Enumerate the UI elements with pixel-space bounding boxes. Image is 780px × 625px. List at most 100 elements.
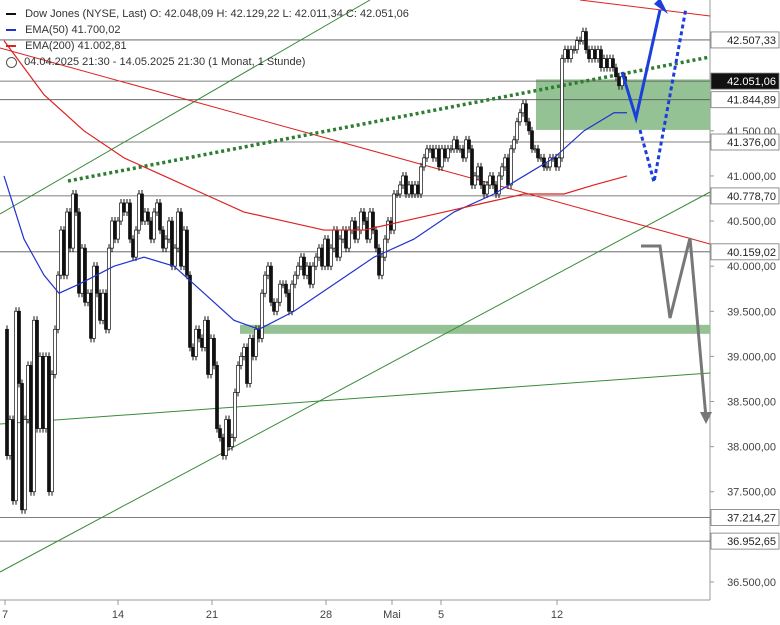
- price-candle: [608, 58, 612, 69]
- price-candle: [410, 184, 414, 195]
- price-candle: [233, 392, 237, 438]
- price-candle: [422, 157, 426, 168]
- price-candle: [503, 157, 507, 168]
- price-candle: [170, 220, 174, 267]
- legend-instrument: Dow Jones (NYSE, Last) O: 42.048,09 H: 4…: [6, 6, 409, 22]
- forecast-arrow-blue: [620, 9, 662, 124]
- price-candle: [248, 337, 252, 384]
- price-candle: [242, 347, 246, 357]
- x-tick-label: 7: [2, 609, 8, 621]
- price-candle: [401, 175, 405, 186]
- price-candle: [257, 328, 261, 339]
- price-candle: [269, 265, 273, 303]
- price-candle: [554, 157, 558, 168]
- price-candle: [299, 256, 303, 267]
- price-candle: [578, 40, 582, 42]
- price-candle: [593, 49, 597, 59]
- time-range: 04.04.2025 21:30 - 14.05.2025 21:30 (1 M…: [24, 56, 306, 68]
- trendline-red-1: [0, 47, 711, 245]
- price-candle: [122, 202, 126, 213]
- price-level-label: 41.844,89: [727, 95, 776, 107]
- trendline-green-3: [0, 372, 711, 425]
- price-candle: [305, 265, 309, 276]
- price-candle: [311, 265, 315, 285]
- price-candle: [287, 292, 291, 312]
- x-tick-label: 21: [206, 609, 218, 621]
- instrument-name: Dow Jones (NYSE, Last): [25, 8, 147, 20]
- price-candle: [440, 148, 444, 168]
- price-candle: [17, 310, 21, 384]
- price-candle: [239, 356, 243, 366]
- price-candle: [146, 211, 150, 222]
- arrow-head-grey: [700, 412, 712, 424]
- price-candle: [614, 67, 618, 78]
- price-candle: [14, 310, 18, 502]
- price-candle: [533, 148, 537, 151]
- price-candle: [155, 202, 159, 213]
- price-candle: [356, 229, 360, 240]
- price-candle: [104, 292, 108, 330]
- price-level-label: 42.051,06: [727, 76, 776, 88]
- price-candle: [32, 319, 36, 493]
- price-candle: [74, 193, 78, 213]
- price-candle: [266, 265, 270, 276]
- price-candle: [191, 347, 195, 357]
- price-candle: [62, 229, 66, 276]
- price-candle: [497, 175, 501, 195]
- price-candle: [212, 337, 216, 366]
- x-tick-label: 12: [551, 609, 563, 621]
- price-candle: [599, 49, 603, 69]
- price-candle: [134, 229, 138, 258]
- price-candle: [308, 265, 312, 285]
- price-candle: [521, 103, 525, 114]
- price-candle: [524, 103, 528, 123]
- price-candle: [500, 166, 504, 177]
- price-candle: [8, 419, 12, 456]
- price-candle: [278, 283, 282, 303]
- price-candle: [350, 220, 354, 231]
- price-candle: [572, 49, 576, 51]
- price-candle: [425, 148, 429, 159]
- ohlc-values: O: 42.048,09 H: 42.129,22 L: 42.011,34 C…: [149, 8, 409, 20]
- price-candle: [581, 31, 585, 41]
- price-level-box: [710, 187, 780, 205]
- price-candle: [110, 220, 114, 249]
- price-candle: [38, 356, 42, 429]
- price-candle: [587, 49, 591, 59]
- price-candle: [89, 292, 93, 339]
- price-candle: [617, 76, 621, 87]
- price-candle: [377, 247, 381, 276]
- price-candle: [224, 419, 228, 456]
- y-tick-label: 40.000,00: [727, 261, 776, 273]
- price-candle: [467, 139, 471, 150]
- forecast-arrow-grey: [641, 237, 708, 419]
- trendline-green-2: [0, 191, 711, 573]
- price-candle: [164, 238, 168, 249]
- price-level-box: [710, 31, 780, 49]
- price-candle: [485, 184, 489, 195]
- price-candle: [245, 347, 249, 384]
- price-candle: [461, 148, 465, 159]
- price-candle: [419, 166, 423, 195]
- ema50-line: [3, 112, 627, 330]
- price-level-label: 41.376,00: [727, 137, 776, 149]
- price-candle: [218, 428, 222, 438]
- price-candle: [95, 265, 99, 294]
- price-candle: [383, 238, 387, 258]
- y-tick-label: 37.500,00: [727, 487, 776, 499]
- price-candle: [317, 247, 321, 258]
- price-candle: [557, 157, 561, 168]
- price-candle: [428, 148, 432, 151]
- price-candle: [611, 58, 615, 69]
- price-candle: [47, 356, 51, 493]
- price-candle: [548, 157, 552, 168]
- price-candle: [281, 283, 285, 286]
- x-tick-label: 28: [320, 609, 332, 621]
- price-candle: [476, 166, 480, 177]
- price-candle: [329, 247, 333, 267]
- zone-1: [240, 324, 710, 334]
- x-tick-label: 14: [112, 609, 124, 621]
- trendline-green-1: [0, 0, 371, 215]
- price-candle: [5, 328, 9, 456]
